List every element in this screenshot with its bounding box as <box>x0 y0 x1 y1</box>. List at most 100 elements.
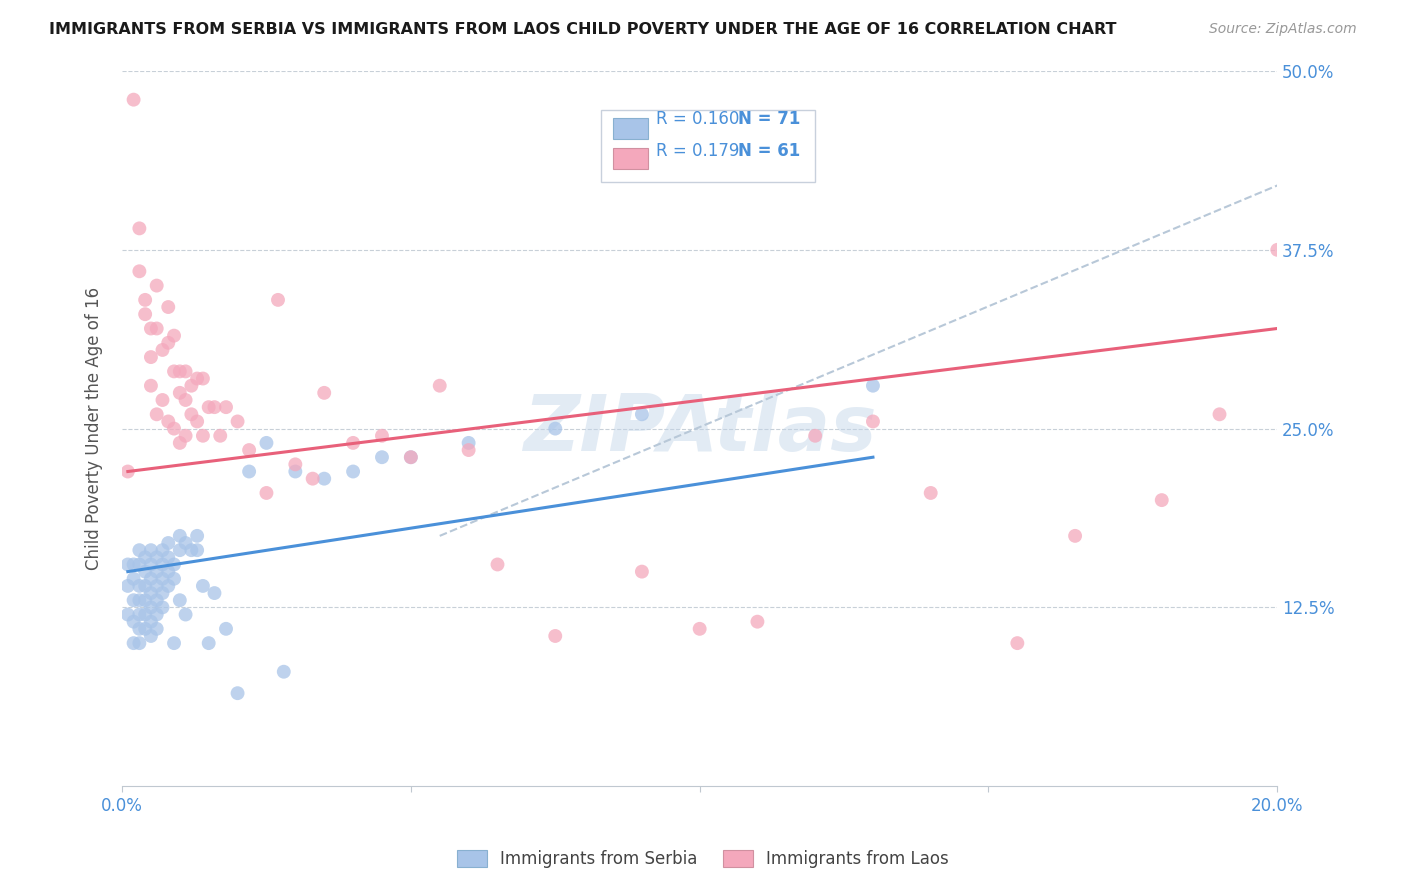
Point <box>134 622 156 636</box>
Point <box>145 622 167 636</box>
FancyBboxPatch shape <box>613 118 648 139</box>
Point <box>301 472 323 486</box>
Point <box>371 429 394 443</box>
Point <box>284 458 307 472</box>
Point <box>631 407 654 421</box>
Point <box>204 400 226 414</box>
Point <box>284 465 307 479</box>
Point <box>1007 636 1029 650</box>
Point <box>457 436 479 450</box>
Point <box>157 579 180 593</box>
Point <box>689 622 711 636</box>
Point <box>342 465 364 479</box>
Point <box>804 429 827 443</box>
Point <box>134 565 156 579</box>
Point <box>122 93 145 107</box>
Point <box>169 364 191 378</box>
Point <box>314 472 336 486</box>
Point <box>152 572 174 586</box>
Point <box>1064 529 1087 543</box>
Point <box>256 436 278 450</box>
Point <box>122 636 145 650</box>
Point <box>117 465 139 479</box>
Point <box>163 558 186 572</box>
Point <box>457 443 479 458</box>
Point <box>169 529 191 543</box>
Point <box>169 436 191 450</box>
Point <box>145 407 167 421</box>
Point <box>145 607 167 622</box>
Point <box>226 414 249 428</box>
Point <box>163 328 186 343</box>
Text: R = 0.160: R = 0.160 <box>655 110 740 128</box>
Point <box>134 550 156 565</box>
Point <box>157 565 180 579</box>
Point <box>186 529 208 543</box>
Point <box>267 293 290 307</box>
Point <box>157 536 180 550</box>
Point <box>145 550 167 565</box>
Point <box>1208 407 1230 421</box>
Point <box>128 579 150 593</box>
Point <box>399 450 422 465</box>
Point <box>256 486 278 500</box>
Point <box>429 378 451 392</box>
Point <box>117 579 139 593</box>
Point <box>139 629 162 643</box>
Point <box>139 600 162 615</box>
Point <box>399 450 422 465</box>
Point <box>128 607 150 622</box>
Point <box>139 321 162 335</box>
Point <box>145 321 167 335</box>
Point <box>1265 243 1288 257</box>
Point <box>139 543 162 558</box>
Point <box>747 615 769 629</box>
Point <box>180 378 202 392</box>
Point <box>174 364 197 378</box>
Point <box>139 378 162 392</box>
Point <box>139 586 162 600</box>
Point <box>152 558 174 572</box>
Point <box>209 429 232 443</box>
Point <box>128 543 150 558</box>
Legend: Immigrants from Serbia, Immigrants from Laos: Immigrants from Serbia, Immigrants from … <box>450 843 956 875</box>
Point <box>117 558 139 572</box>
Point <box>139 558 162 572</box>
Point <box>134 307 156 321</box>
Point <box>174 536 197 550</box>
Point <box>342 436 364 450</box>
Point <box>152 543 174 558</box>
Point <box>180 543 202 558</box>
Point <box>128 593 150 607</box>
Point <box>862 414 884 428</box>
Point <box>273 665 295 679</box>
Point <box>314 385 336 400</box>
Point <box>204 586 226 600</box>
Point <box>191 429 214 443</box>
Point <box>631 565 654 579</box>
Point <box>157 414 180 428</box>
Point <box>197 400 219 414</box>
Point <box>152 600 174 615</box>
Point <box>128 221 150 235</box>
Point <box>238 443 260 458</box>
Point <box>163 364 186 378</box>
Point <box>122 558 145 572</box>
Point <box>152 586 174 600</box>
Point <box>191 371 214 385</box>
Point <box>215 400 238 414</box>
Point <box>128 622 150 636</box>
Point <box>134 579 156 593</box>
Point <box>163 421 186 435</box>
Point <box>122 615 145 629</box>
FancyBboxPatch shape <box>602 111 815 182</box>
Point <box>145 579 167 593</box>
Point <box>544 629 567 643</box>
Point <box>174 607 197 622</box>
Point <box>186 371 208 385</box>
Point <box>122 572 145 586</box>
Point <box>152 343 174 357</box>
Point <box>128 558 150 572</box>
Y-axis label: Child Poverty Under the Age of 16: Child Poverty Under the Age of 16 <box>86 287 103 570</box>
Point <box>169 593 191 607</box>
